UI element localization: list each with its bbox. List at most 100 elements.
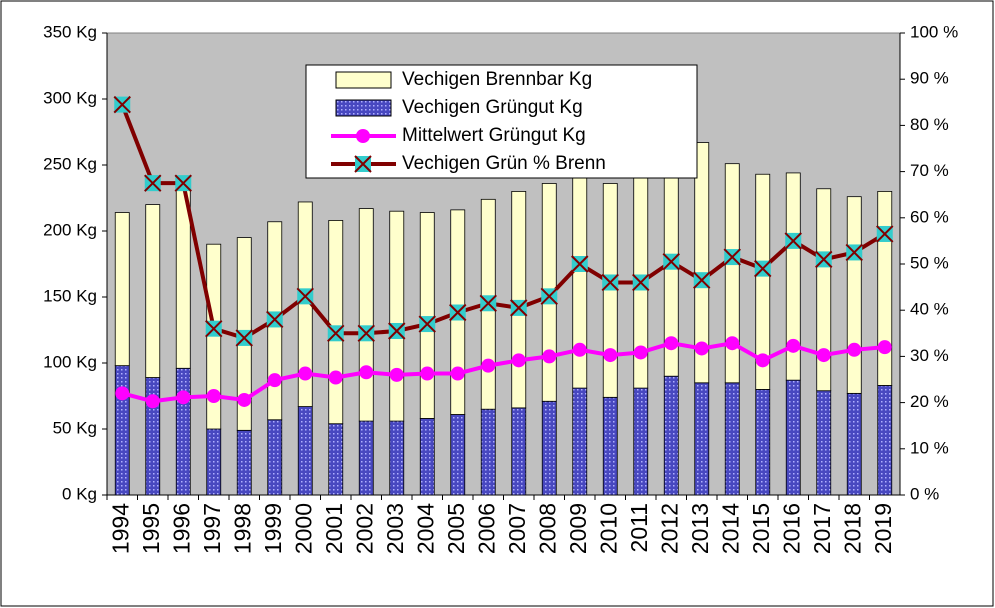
marker-x (205, 319, 223, 338)
marker (237, 392, 252, 407)
x-tick-label: 2013 (687, 503, 713, 554)
bar (846, 392, 862, 496)
marker (328, 370, 343, 385)
marker (144, 174, 162, 192)
marker (876, 225, 894, 243)
x-tick-label: 2011 (626, 503, 652, 552)
marker-x (632, 273, 650, 292)
marker (388, 322, 406, 340)
bar (541, 400, 557, 496)
marker (510, 299, 528, 317)
marker (571, 255, 589, 273)
bar (328, 423, 344, 496)
x-tick-label: 2009 (565, 503, 591, 554)
marker-x (235, 329, 253, 347)
marker-x (113, 95, 131, 114)
x-tick-label: 2008 (534, 503, 560, 554)
x-tick-label: 1996 (168, 503, 194, 554)
marker (694, 341, 709, 356)
marker-x (815, 250, 833, 269)
bar (785, 172, 801, 381)
y-tick-label: 0 Kg (62, 484, 97, 503)
x-tick-label: 1995 (138, 503, 164, 554)
marker (266, 310, 284, 329)
marker (540, 287, 558, 306)
marker (113, 95, 131, 114)
marker (296, 287, 314, 306)
bar (328, 220, 344, 425)
x-tick-label: 2006 (473, 503, 499, 554)
marker (755, 353, 770, 368)
marker (847, 342, 862, 357)
legend-label: Vechigen Grün % Brenn (402, 153, 606, 174)
bar (633, 387, 649, 496)
marker (206, 389, 221, 403)
marker (786, 338, 801, 353)
y-tick-label: 150 Kg (43, 286, 97, 305)
marker (357, 324, 375, 343)
marker (784, 232, 802, 250)
marker-x (449, 303, 467, 322)
marker (481, 358, 496, 373)
y2-tick-label: 10 % (910, 438, 949, 457)
x-tick-label: 2016 (778, 503, 804, 554)
marker (327, 324, 345, 343)
y2-tick-label: 20 % (910, 392, 949, 411)
bar (755, 173, 771, 390)
bar (114, 212, 130, 367)
marker (815, 250, 833, 269)
bar (511, 190, 527, 409)
x-tick-label: 2014 (717, 503, 743, 554)
marker-x (876, 225, 894, 243)
bar (511, 407, 527, 496)
marker-x (693, 271, 711, 289)
marker-x (784, 232, 802, 250)
marker-x (357, 324, 375, 343)
x-tick-label: 2018 (839, 503, 865, 554)
y-tick-label: 100 Kg (43, 352, 97, 371)
bar (267, 419, 283, 496)
marker (754, 259, 772, 278)
legend-swatch (335, 99, 392, 117)
x-tick-label: 2017 (809, 503, 835, 554)
legend-label: Vechigen Grüngut Kg (402, 97, 583, 118)
x-tick-label: 2019 (870, 503, 896, 554)
bar (480, 408, 496, 496)
bar (297, 406, 313, 496)
x-tick-label: 1998 (229, 503, 255, 554)
marker (723, 248, 741, 266)
marker (877, 340, 892, 355)
y2-tick-label: 30 % (910, 346, 949, 365)
bar (206, 428, 222, 496)
marker (511, 353, 526, 368)
x-tick-label: 2003 (382, 503, 408, 554)
bar (846, 196, 862, 394)
legend-marker (354, 155, 372, 173)
marker (420, 366, 435, 381)
x-tick-label: 2010 (595, 503, 621, 554)
bar (724, 382, 740, 496)
marker (145, 394, 160, 409)
bar (145, 204, 161, 378)
marker-x (723, 248, 741, 266)
bar (419, 212, 435, 419)
marker (450, 366, 465, 381)
marker (176, 390, 191, 405)
legend-swatch (335, 71, 392, 89)
x-tick-label: 2012 (656, 503, 682, 554)
bar (877, 190, 893, 386)
marker (205, 319, 223, 338)
y-tick-label: 350 Kg (43, 22, 97, 41)
bar (358, 420, 374, 496)
bar (694, 382, 710, 496)
marker (115, 386, 130, 401)
y2-tick-label: 50 % (910, 253, 949, 272)
marker-x (296, 287, 314, 306)
bar (450, 414, 466, 496)
x-tick-label: 2004 (412, 503, 438, 554)
x-tick-label: 2015 (748, 503, 774, 554)
bar (236, 429, 252, 496)
marker-x (540, 287, 558, 306)
